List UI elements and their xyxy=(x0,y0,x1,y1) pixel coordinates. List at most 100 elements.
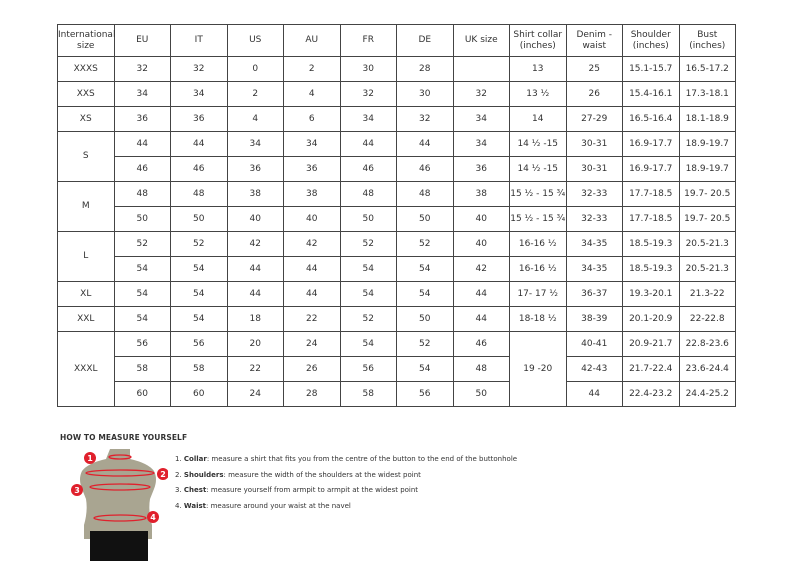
measure-title: HOW TO MEASURE YOURSELF xyxy=(60,433,188,442)
table-cell: 32 xyxy=(339,81,397,107)
table-cell: 50 xyxy=(452,381,510,407)
table-cell: 42 xyxy=(452,256,510,282)
table-row: 58 58 22 26 56 54 48 42-43 21.7-22.4 23.6-24.4 xyxy=(58,356,736,382)
body-measure-figure: 1 2 3 4 xyxy=(71,449,168,561)
size-chart-table: International size EU IT US AU FR DE UK size Shi… xyxy=(57,24,736,407)
table-row: XXS 34 34 2 4 32 30 32 13 ½ 26 15.4-16.1 17.3-18.1 xyxy=(57,81,736,107)
table-cell: 42 xyxy=(226,231,284,257)
marker-1-icon xyxy=(84,452,96,464)
table-cell: 34-35 xyxy=(565,256,623,282)
table-header-row: International size EU IT US AU FR DE UK size Shi… xyxy=(57,24,736,57)
table-cell: 24 xyxy=(283,331,341,357)
column-header: UK size xyxy=(452,24,510,57)
table-cell: 52 xyxy=(113,231,171,257)
table-cell: 22-22.8 xyxy=(678,306,736,332)
table-cell: 58 xyxy=(113,356,171,382)
column-header: Denim - waist xyxy=(565,24,623,57)
international-size-cell: XXXL xyxy=(57,331,115,407)
table-cell: 17- 17 ½ xyxy=(509,281,567,307)
waist-line xyxy=(93,514,147,522)
svg-text:2: 2 xyxy=(160,470,166,479)
table-cell: 50 xyxy=(396,206,454,232)
table-cell: 36 xyxy=(452,156,510,182)
international-size-cell: XL xyxy=(57,281,115,307)
table-row: XXL 54 54 18 22 52 50 44 18-18 ½ 38-39 20.1-20.9 22… xyxy=(57,306,736,332)
table-cell: 17.7-18.5 xyxy=(622,181,680,207)
table-row: M 48 48 38 38 48 48 38 15 ½ - 15 ¾ 32-33 17.7-18.5… xyxy=(57,181,736,232)
table-cell: 46 xyxy=(396,156,454,182)
marker-3-icon xyxy=(71,484,83,496)
table-cell: 38-39 xyxy=(565,306,623,332)
table-cell: 24.4-25.2 xyxy=(678,381,736,407)
table-cell: 54 xyxy=(339,256,397,282)
table-cell: 24 xyxy=(226,381,284,407)
table-cell: 32-33 xyxy=(565,206,623,232)
table-row: L 52 52 42 42 52 52 40 16-16 ½ 34-35 18.5-19.3 20.5… xyxy=(57,231,736,282)
column-header: DE xyxy=(396,24,454,57)
table-cell: 56 xyxy=(113,331,171,357)
step-collar: 1. Collar: measure a shirt that fits you… xyxy=(175,455,518,463)
table-cell: 56 xyxy=(339,356,397,382)
column-header: Shoulder (inches) xyxy=(622,24,680,57)
table-cell: 22.4-23.2 xyxy=(622,381,680,407)
table-cell: 36 xyxy=(113,106,171,132)
table-cell: 20.5-21.3 xyxy=(678,231,736,257)
table-cell: 44 xyxy=(226,281,284,307)
table-cell: 16-16 ½ xyxy=(509,231,567,257)
table-cell: 40-41 xyxy=(565,331,623,357)
table-row: 60 60 24 28 58 56 50 44 22.4-23.2 24.4-25.2 xyxy=(58,381,736,407)
table-cell: 56 xyxy=(170,331,228,357)
column-header: Bust (inches) xyxy=(678,24,736,57)
table-cell: 34 xyxy=(452,131,510,157)
table-cell: 60 xyxy=(113,381,171,407)
table-cell: 16.9-17.7 xyxy=(622,131,680,157)
table-cell: 36 xyxy=(226,156,284,182)
table-cell: 54 xyxy=(339,331,397,357)
step-waist: 4. Waist: measure around your waist at t… xyxy=(175,501,351,510)
table-cell: 13 xyxy=(509,56,567,82)
table-cell: 58 xyxy=(339,381,397,407)
table-cell: 17.3-18.1 xyxy=(678,81,736,107)
table-row: XXXL 56 56 20 24 54 52 46 19 -20 40-41 20.9-21.7 22… xyxy=(57,331,736,407)
international-size-cell: M xyxy=(57,181,115,232)
table-cell: 22 xyxy=(283,306,341,332)
column-header: Shirt collar (inches) xyxy=(509,24,567,57)
table-cell: 34 xyxy=(226,131,284,157)
table-cell: 18.5-19.3 xyxy=(622,231,680,257)
shorts-shape xyxy=(90,531,148,561)
table-cell: 34 xyxy=(283,131,341,157)
table-cell: 25 xyxy=(565,56,623,82)
table-cell: 56 xyxy=(396,381,454,407)
table-cell: 4 xyxy=(226,106,284,132)
table-cell: 52 xyxy=(339,306,397,332)
table-cell: 18.9-19.7 xyxy=(678,131,736,157)
table-cell: 40 xyxy=(226,206,284,232)
table-cell xyxy=(452,56,510,82)
table-cell: 0 xyxy=(226,56,284,82)
table-cell: 46 xyxy=(339,156,397,182)
measure-steps: 1. Collar: measure a shirt that fits you… xyxy=(175,452,517,514)
table-cell: 19.7- 20.5 xyxy=(678,206,736,232)
table-cell: 14 ½ -15 xyxy=(509,156,567,182)
shoulder-line xyxy=(85,469,155,477)
table-cell: 30-31 xyxy=(565,156,623,182)
table-cell: 52 xyxy=(170,231,228,257)
table-cell: 20.1-20.9 xyxy=(622,306,680,332)
table-cell: 48 xyxy=(396,181,454,207)
table-cell: 44 xyxy=(396,131,454,157)
table-cell: 44 xyxy=(452,306,510,332)
table-cell: 16.5-16.4 xyxy=(622,106,680,132)
table-cell: 54 xyxy=(113,281,171,307)
svg-text:1: 1 xyxy=(87,454,93,463)
international-size-cell: S xyxy=(57,131,115,182)
table-cell: 14 xyxy=(509,106,567,132)
table-cell: 48 xyxy=(452,356,510,382)
table-cell: 4 xyxy=(283,81,341,107)
table-cell: 50 xyxy=(339,206,397,232)
table-cell: 16-16 ½ xyxy=(509,256,567,282)
column-header: US xyxy=(226,24,284,57)
table-cell: 15.4-16.1 xyxy=(622,81,680,107)
table-cell: 17.7-18.5 xyxy=(622,206,680,232)
table-cell: 18.9-19.7 xyxy=(678,156,736,182)
table-cell: 26 xyxy=(283,356,341,382)
